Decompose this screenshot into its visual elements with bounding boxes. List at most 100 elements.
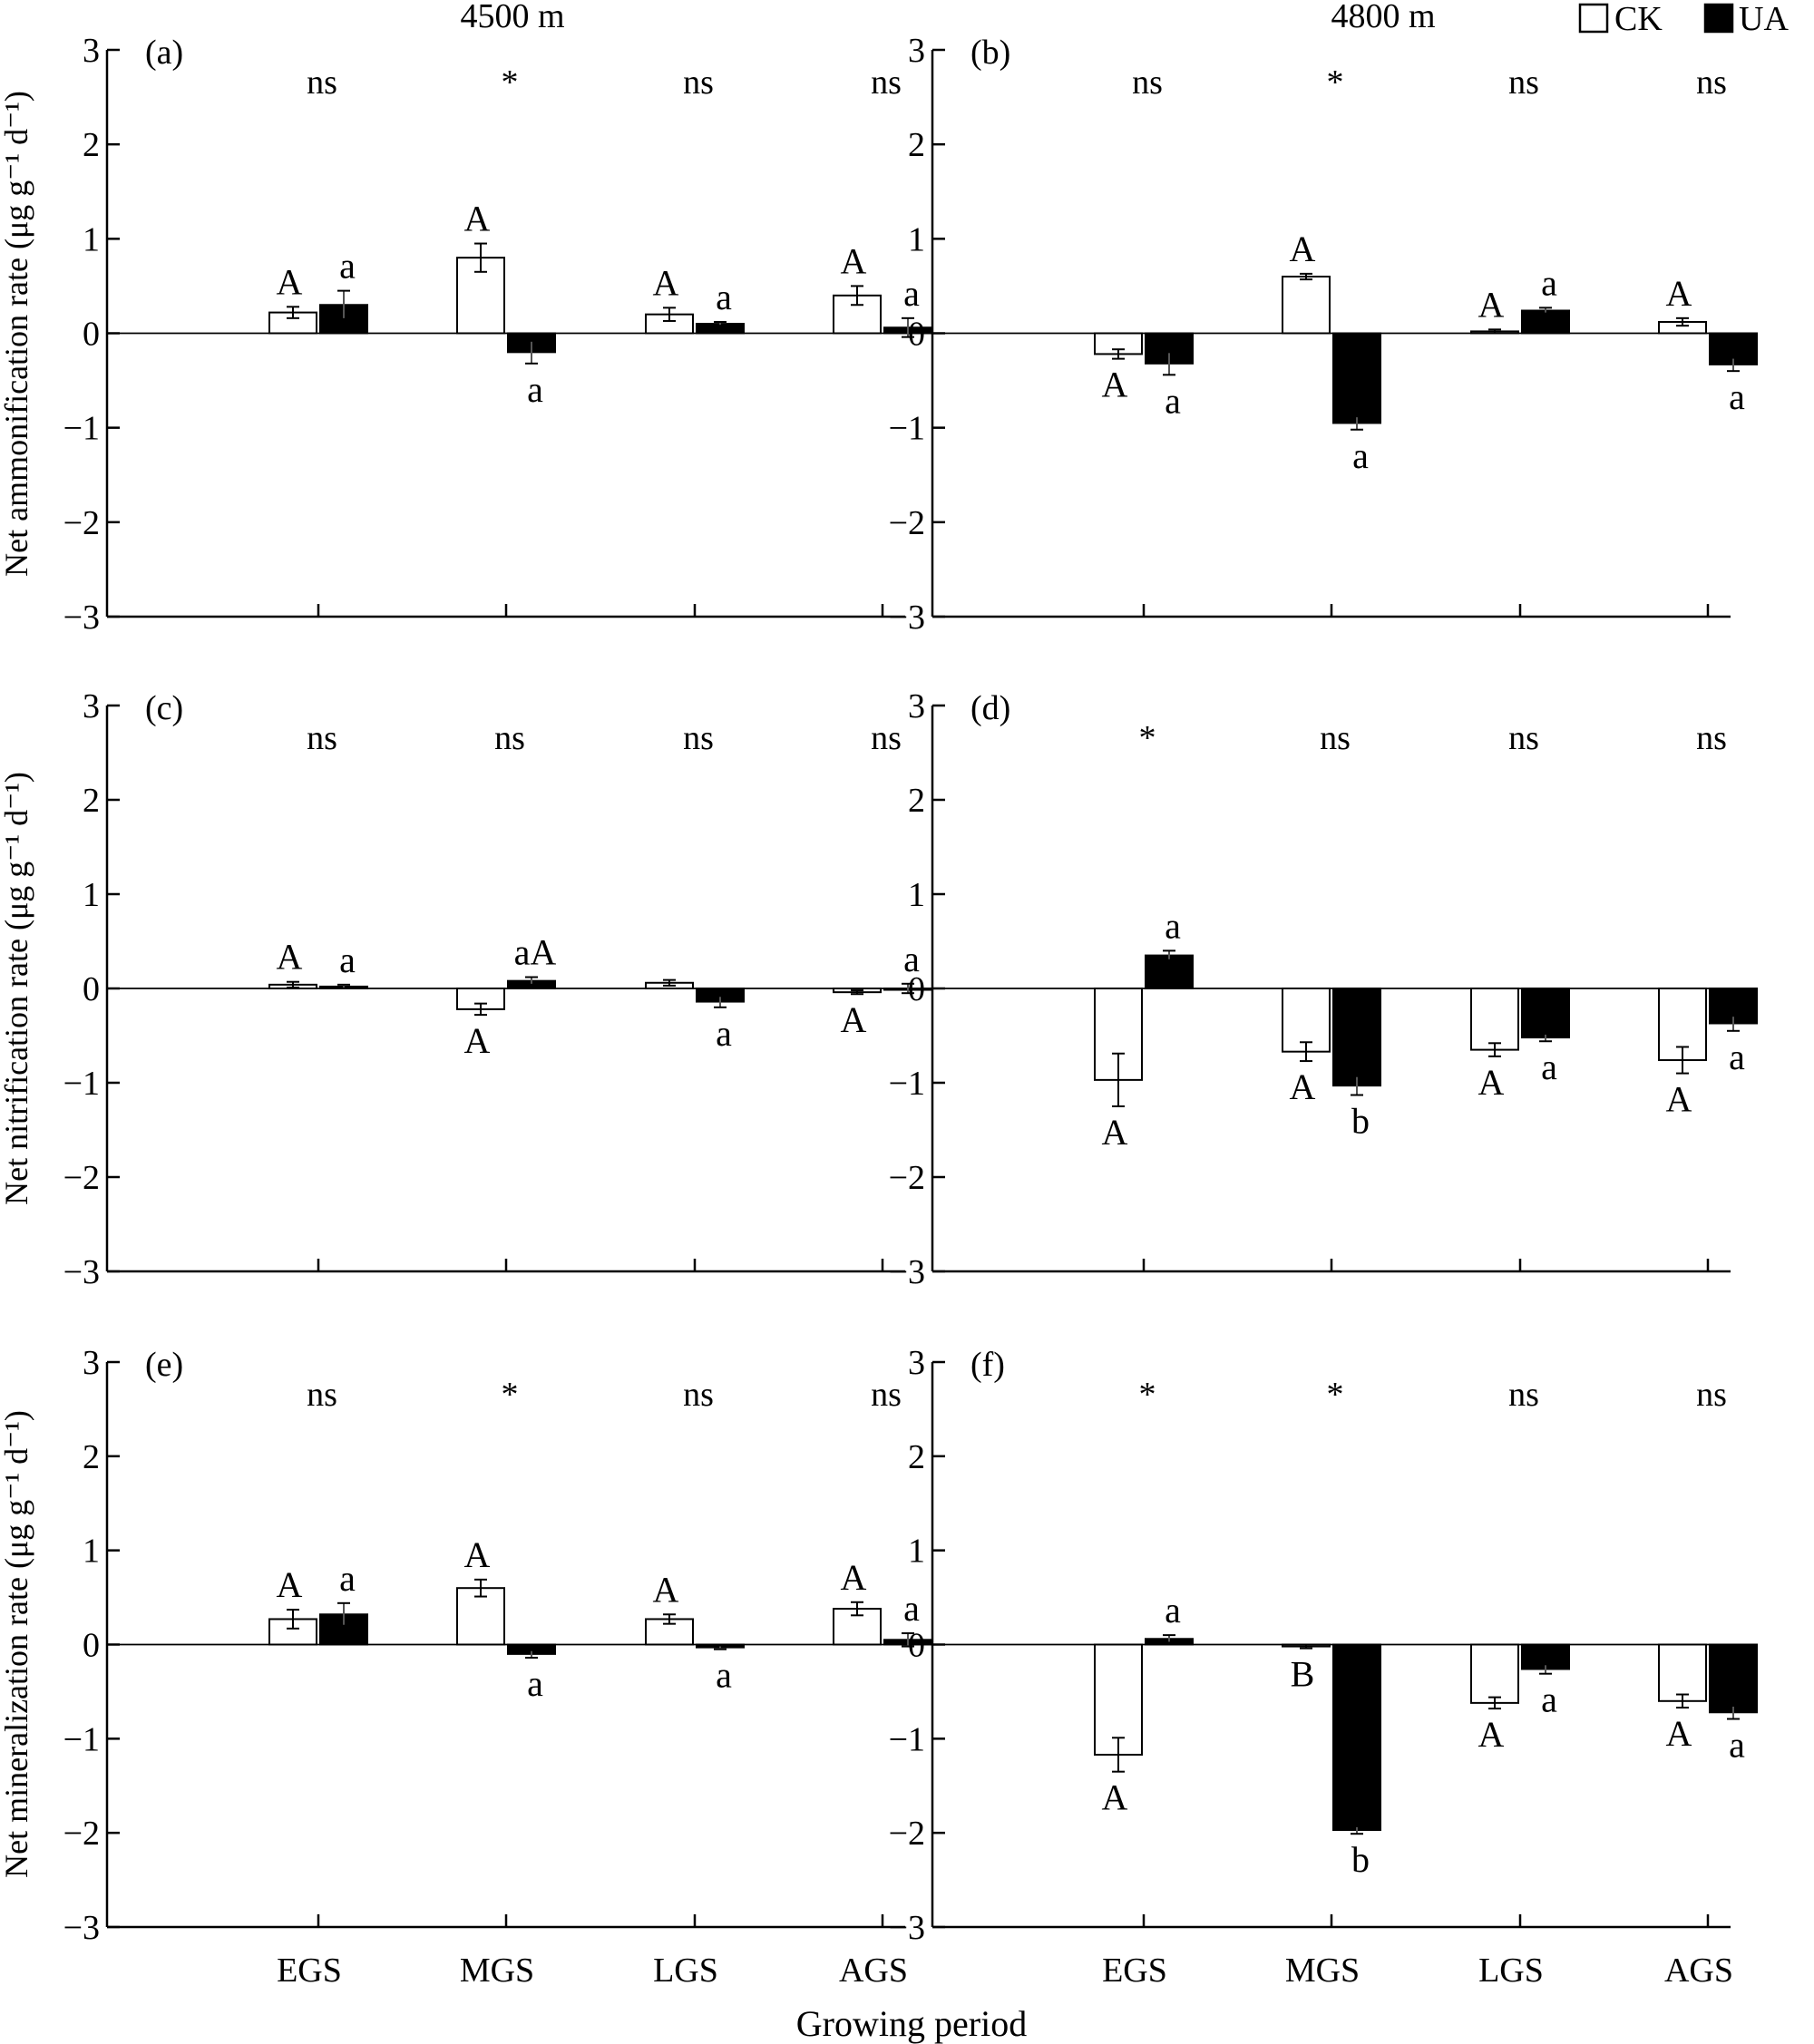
panel-a: 3 2 1 0 −1 −2 −3 (a) ns A a * Aa ns A a ns Aa <box>63 32 932 637</box>
y-tick-label: 3 <box>908 1344 925 1382</box>
significance-label: ns <box>1696 1376 1727 1414</box>
y-tick-label: 3 <box>83 32 100 70</box>
group-letter: a <box>716 1013 732 1054</box>
group-letter: A <box>464 1020 491 1061</box>
y-tick-label: 0 <box>83 316 100 354</box>
y-tick-label: 0 <box>83 970 100 1008</box>
panel-label: (b) <box>970 34 1010 72</box>
column-title-4800: 4800 m <box>1331 0 1435 35</box>
bar-ck <box>1094 1643 1143 1756</box>
bar-ua <box>1521 988 1570 1039</box>
panel-label: (a) <box>145 34 183 72</box>
significance-label: ns <box>1696 719 1727 757</box>
group-letter: a <box>903 1588 920 1629</box>
group-letter: A <box>277 261 303 302</box>
x-tick-label: LGS <box>653 1952 718 1990</box>
group-letter: a <box>1165 905 1181 946</box>
panel-label: (d) <box>970 689 1010 727</box>
significance-label: ns <box>1696 63 1727 102</box>
group-letter: A <box>653 1569 679 1610</box>
y-tick-label: 3 <box>83 687 100 725</box>
y-tick-label: 1 <box>908 876 925 914</box>
group-letter: a <box>1729 1037 1745 1077</box>
panel-label: (f) <box>970 1346 1005 1384</box>
y-tick-label: 2 <box>908 1438 925 1476</box>
panel-label: (e) <box>145 1346 183 1384</box>
significance-label: ns <box>683 719 714 757</box>
bar-ua <box>1332 1643 1381 1832</box>
group-letter: A <box>841 1557 867 1598</box>
y-tick-label: 2 <box>908 126 925 164</box>
y-tick-label: −3 <box>63 599 100 637</box>
bar-ck <box>456 1587 505 1646</box>
significance-label: * <box>1327 1376 1344 1414</box>
y-tick-label: −3 <box>889 1909 925 1947</box>
y-tick-label: −1 <box>63 1065 100 1103</box>
legend-swatch-ua <box>1703 3 1734 34</box>
y-tick-label: 1 <box>908 1533 925 1571</box>
group-letter: A <box>1478 284 1505 325</box>
x-tick-label: EGS <box>1102 1952 1167 1990</box>
x-tick-label: AGS <box>1664 1952 1733 1990</box>
y-tick-label: −3 <box>889 599 925 637</box>
group-letter: b <box>1351 1839 1370 1880</box>
group-letter: aA <box>514 932 557 973</box>
y-tick-label: −2 <box>63 504 100 542</box>
y-tick-label: −2 <box>63 1159 100 1197</box>
group-letter: A <box>1666 1713 1692 1754</box>
group-letter: a <box>716 277 732 317</box>
y-tick-label: −1 <box>889 1065 925 1103</box>
group-letter: a <box>1541 262 1557 303</box>
significance-label: ns <box>494 719 525 757</box>
significance-label: ns <box>871 63 902 102</box>
y-tick-label: 0 <box>908 316 925 354</box>
legend-label-ua: UA <box>1739 0 1789 38</box>
ylabel-row-3: Net mineralization rate (μg g⁻¹ d⁻¹) <box>0 1410 34 1878</box>
group-letter: A <box>1102 1777 1128 1818</box>
y-tick-label: −2 <box>889 1159 925 1197</box>
x-tick-label: AGS <box>839 1952 908 1990</box>
significance-label: * <box>1139 719 1156 757</box>
bar-ck <box>1282 988 1331 1053</box>
significance-label: ns <box>683 1376 714 1414</box>
y-tick-label: −1 <box>63 410 100 448</box>
group-letter: A <box>464 199 491 239</box>
group-letter: A <box>653 262 679 303</box>
panel-c: 3 2 1 0 −1 −2 −3 (c) ns A a ns AaA ns a ns Aa <box>63 687 932 1291</box>
bar-ck <box>1470 1643 1519 1704</box>
bar-ck <box>1470 988 1519 1051</box>
group-letter: a <box>339 1558 356 1599</box>
significance-label: ns <box>683 63 714 102</box>
bar-ua <box>1709 1643 1758 1714</box>
y-tick-label: 3 <box>83 1344 100 1382</box>
y-tick-label: 2 <box>83 1438 100 1476</box>
panel-d: 3 2 1 0 −1 −2 −3 (d) * Aa ns Ab ns A a ns Aa <box>889 687 1758 1291</box>
group-letter: A <box>1102 365 1128 405</box>
y-tick-label: 1 <box>83 220 100 258</box>
significance-label: ns <box>1508 719 1539 757</box>
group-letter: a <box>1729 1725 1745 1766</box>
y-tick-label: −2 <box>889 1815 925 1853</box>
significance-label: * <box>502 1376 519 1414</box>
x-tick-label: LGS <box>1478 1952 1544 1990</box>
y-tick-label: −3 <box>63 1253 100 1291</box>
panel-f: 3 2 1 0 −1 −2 −3 (f) EGS * Aa MGS * Bb LGS ns Aa AGS ns A a <box>889 1344 1758 1990</box>
column-title-4500: 4500 m <box>460 0 564 35</box>
group-letter: a <box>1352 435 1369 476</box>
panel-e: 3 2 1 0 −1 −2 −3 (e) EGS ns A a MGS * Aa LGS ns Aa AGS ns Aa <box>63 1344 932 1990</box>
group-letter: a <box>1541 1046 1557 1087</box>
group-letter: a <box>1729 376 1745 417</box>
y-tick-label: 1 <box>908 220 925 258</box>
significance-label: * <box>1139 1376 1156 1414</box>
group-letter: A <box>1290 229 1316 269</box>
significance-label: ns <box>871 719 902 757</box>
y-tick-label: −3 <box>889 1253 925 1291</box>
group-letter: A <box>1666 273 1692 314</box>
group-letter: A <box>277 1564 303 1605</box>
group-letter: a <box>527 1663 543 1704</box>
panel-label: (c) <box>145 689 183 727</box>
group-letter: A <box>841 999 867 1040</box>
significance-label: ns <box>1132 63 1163 102</box>
legend: CK UA <box>1578 0 1789 38</box>
group-letter: A <box>841 240 867 281</box>
